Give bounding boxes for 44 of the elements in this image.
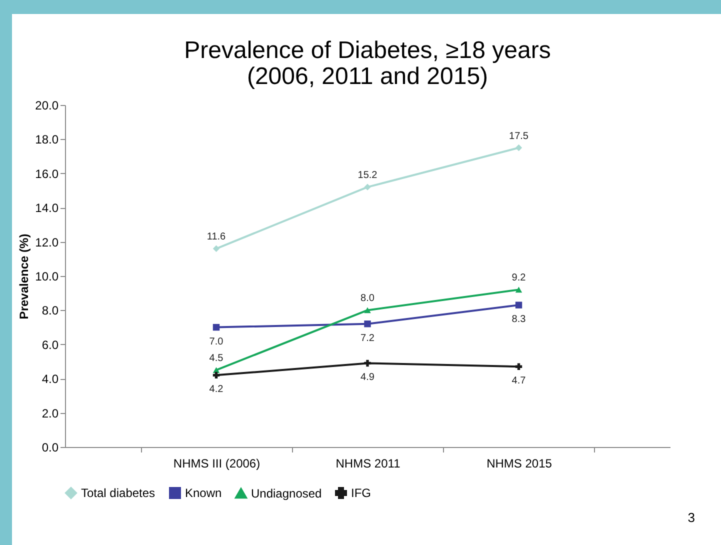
data-label: 17.5: [509, 130, 529, 142]
point: [515, 302, 522, 308]
data-label: 8.3: [512, 314, 526, 326]
y-tick-label: 8.0: [42, 304, 59, 318]
x-tick-label: NHMS 2011: [336, 456, 401, 470]
point: [515, 144, 522, 152]
data-label: 4.2: [209, 384, 224, 396]
y-tick-label: 12.0: [35, 235, 59, 250]
data-label: 8.0: [360, 293, 375, 304]
y-tick-label: 14.0: [35, 201, 59, 216]
y-tick-label: 16.0: [35, 166, 59, 181]
y-axis-title: Prevalence (%): [17, 234, 32, 320]
point: [212, 372, 220, 379]
point: [515, 363, 522, 370]
data-label: 15.2: [358, 170, 378, 182]
data-label: 4.7: [512, 376, 526, 387]
chart-title: Prevalence of Diabetes, ≥18 years (2006, 2011 and 2015): [184, 37, 551, 90]
point: [364, 184, 371, 190]
legend-label: Undiagnosed: [251, 486, 322, 500]
y-tick-label: 10.0: [35, 270, 59, 284]
data-label: 4.9: [360, 372, 375, 384]
point: [515, 286, 522, 293]
point: [212, 245, 220, 252]
legend-label: IFG: [351, 486, 371, 500]
data-label: 7.0: [209, 336, 224, 348]
x-tick-label: NHMS III (2006): [173, 456, 260, 470]
legend-label: Known: [185, 486, 222, 500]
y-tick-label: 18.0: [35, 132, 59, 147]
data-label: 7.2: [360, 332, 375, 344]
x-tick-label: NHMS 2015: [486, 456, 552, 470]
y-tick-label: 4.0: [42, 372, 59, 386]
data-label: 9.2: [512, 272, 526, 284]
y-tick-label: 2.0: [42, 406, 59, 420]
legend-label: Total diabetes: [81, 486, 156, 500]
point: [364, 360, 371, 367]
y-tick-label: 20.0: [35, 98, 59, 112]
data-label: 4.5: [209, 353, 224, 364]
y-tick-label: 0.0: [42, 440, 59, 454]
point: [364, 320, 371, 328]
text: 3: [688, 510, 695, 525]
point: [364, 307, 371, 314]
data-label: 11.6: [206, 232, 226, 243]
y-tick-label: 6.0: [42, 338, 59, 352]
point: [212, 324, 220, 331]
